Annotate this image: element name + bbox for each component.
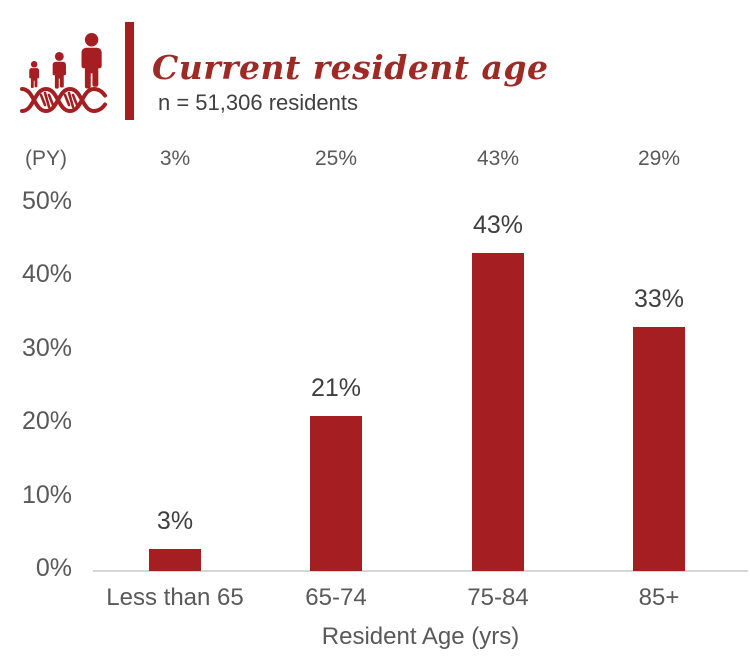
py-value: 29% — [637, 147, 681, 170]
people-icons — [29, 33, 102, 89]
x-category-label: 65-74 — [305, 584, 367, 611]
bar-value-label: 3% — [156, 507, 194, 535]
y-tick-label: 10% — [21, 481, 72, 509]
y-tick-label: 20% — [21, 407, 72, 435]
x-category-label: 75-84 — [467, 584, 529, 611]
py-value: 43% — [476, 147, 520, 170]
py-axis-label: (PY) — [25, 147, 67, 170]
y-tick-label: 0% — [35, 554, 72, 582]
x-axis-title: Resident Age (yrs) — [321, 623, 520, 650]
y-tick-label: 30% — [21, 334, 72, 362]
dna-helix-icon — [20, 86, 107, 114]
header-divider — [125, 22, 134, 120]
sample-size-subtitle: n = 51,306 residents — [158, 90, 358, 115]
bar — [149, 549, 201, 571]
header-titles: Current resident age n = 51,306 resident… — [152, 50, 549, 116]
bar — [472, 253, 524, 571]
bar — [633, 327, 685, 571]
x-category-label: 85+ — [638, 584, 680, 611]
bar-value-label: 33% — [633, 285, 685, 313]
py-value: 3% — [159, 147, 191, 170]
py-value: 25% — [314, 147, 358, 170]
x-category-label: Less than 65 — [106, 584, 244, 611]
page-title: Current resident age — [152, 48, 549, 87]
bar — [310, 416, 362, 571]
people-growth-dna-icon — [18, 12, 113, 114]
y-tick-label: 40% — [21, 260, 72, 288]
y-tick-label: 50% — [21, 187, 72, 215]
x-axis-line — [93, 570, 748, 572]
bar-value-label: 43% — [472, 211, 524, 239]
bar-value-label: 21% — [310, 374, 362, 402]
